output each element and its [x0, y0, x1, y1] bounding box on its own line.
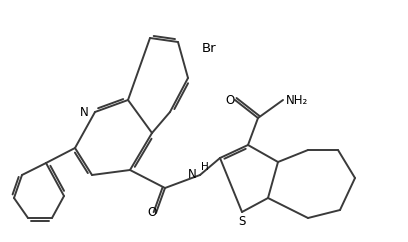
Text: O: O — [225, 93, 235, 106]
Text: S: S — [238, 215, 246, 228]
Text: H: H — [201, 162, 209, 172]
Text: N: N — [188, 168, 197, 182]
Text: Br: Br — [202, 41, 217, 54]
Text: N: N — [80, 106, 89, 119]
Text: NH₂: NH₂ — [286, 93, 308, 106]
Text: O: O — [147, 206, 157, 219]
